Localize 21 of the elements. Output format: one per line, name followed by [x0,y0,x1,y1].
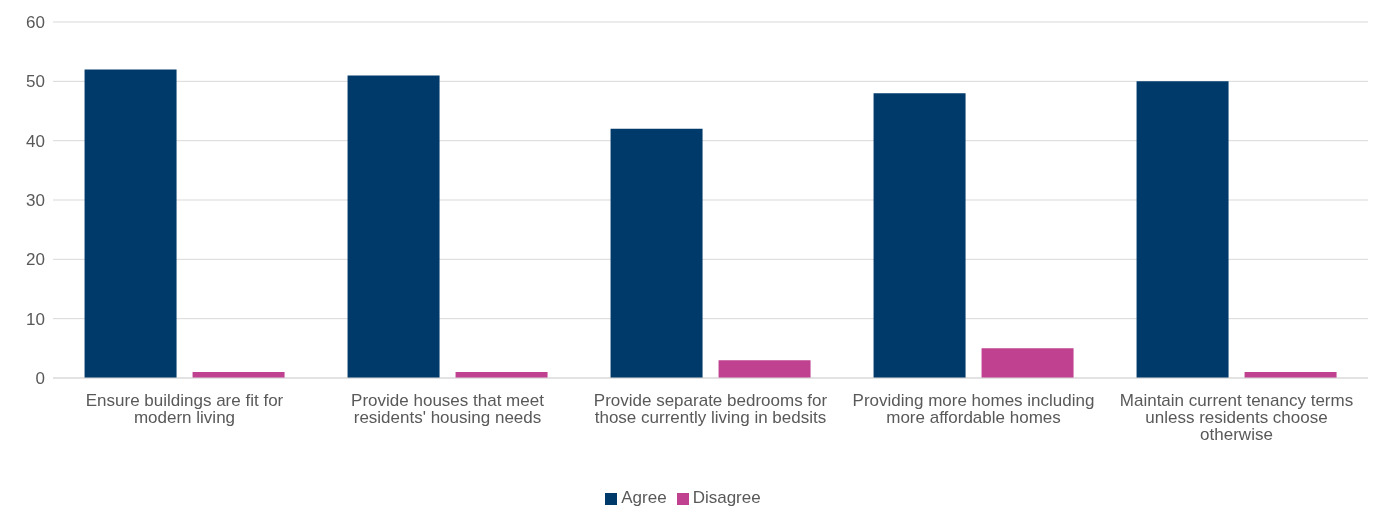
y-tick-label: 0 [35,369,45,389]
x-tick-label: Maintain current tenancy terms unless residents choose otherwise [1119,391,1354,445]
bar [981,348,1074,378]
x-tick-label: Providing more homes including more affordable homes [852,391,1095,428]
y-tick-label: 40 [26,131,45,151]
bar [610,128,703,378]
bar [873,93,966,378]
x-tick-label: Ensure buildings are fit for modern living [85,391,284,428]
bar [347,75,440,378]
y-tick-label: 50 [26,72,45,92]
bar [84,69,177,378]
y-tick-label: 30 [26,191,45,211]
y-tick-label: 10 [26,309,45,329]
x-tick-label: Provide separate bedrooms for those currently living in bedsits [593,391,828,428]
legend-label: Agree [621,488,667,507]
y-tick-label: 60 [26,13,45,33]
bar [1136,81,1229,378]
legend-label: Disagree [692,488,761,507]
y-tick-label: 20 [26,250,45,270]
x-tick-label: Provide houses that meet residents' housing needs [351,391,545,428]
bar [718,360,811,378]
